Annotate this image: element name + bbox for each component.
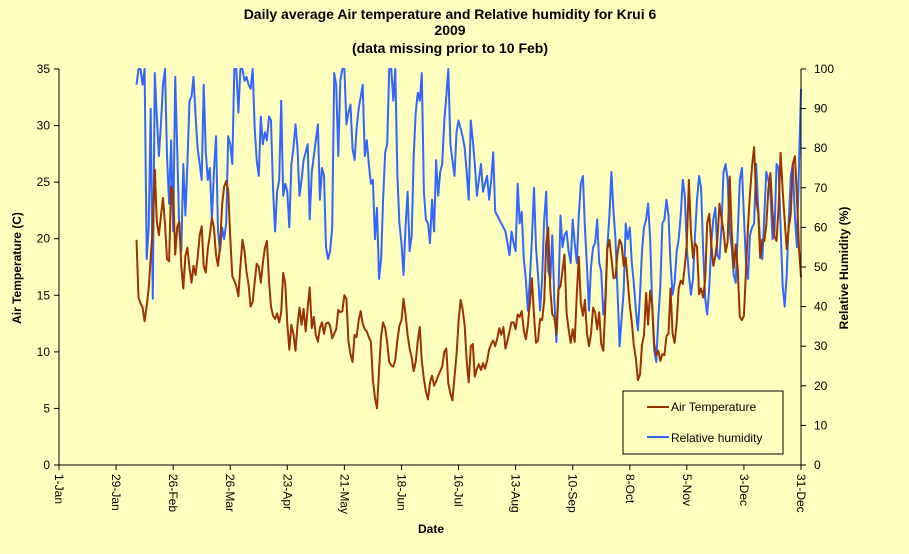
y-left-tick-label: 25 bbox=[37, 175, 51, 189]
x-tick-label: 5-Nov bbox=[680, 474, 694, 506]
chart-title-line-2: 2009 bbox=[434, 22, 465, 38]
legend-label-relative-humidity: Relative humidity bbox=[671, 431, 762, 445]
series-lines bbox=[135, 68, 802, 410]
chart-title-line-1: Daily average Air temperature and Relati… bbox=[244, 6, 657, 22]
y-right-tick-label: 50 bbox=[814, 260, 828, 274]
legend: Air Temperature Relative humidity bbox=[622, 390, 784, 455]
y-left-tick-label: 15 bbox=[37, 288, 51, 302]
y-right-tick-label: 0 bbox=[814, 458, 821, 472]
x-tick-label: 3-Dec bbox=[737, 474, 751, 506]
y-right-tick-label: 70 bbox=[814, 181, 828, 195]
y-axis-right-title: Relative Humidity (%) bbox=[837, 207, 851, 330]
x-tick-label: 13-Aug bbox=[509, 474, 523, 513]
x-tick-label: 26-Feb bbox=[166, 474, 180, 512]
x-tick-label: 18-Jun bbox=[394, 474, 408, 511]
y-left-tick-label: 5 bbox=[43, 401, 50, 415]
chart-title-line-3: (data missing prior to 10 Feb) bbox=[352, 40, 548, 56]
legend-label-air-temperature: Air Temperature bbox=[671, 400, 756, 414]
y-right-tick-label: 80 bbox=[814, 141, 828, 155]
y-left-tick-label: 35 bbox=[37, 62, 51, 76]
x-tick-label: 21-May bbox=[337, 474, 351, 514]
y-left-tick-label: 10 bbox=[37, 345, 51, 359]
y-right-tick-label: 10 bbox=[814, 418, 828, 432]
legend-box bbox=[622, 390, 784, 455]
y-left-tick-label: 0 bbox=[43, 458, 50, 472]
x-tick-label: 29-Jan bbox=[109, 474, 123, 511]
y-right-tick-label: 30 bbox=[814, 339, 828, 353]
x-tick-label: 1-Jan bbox=[52, 474, 66, 504]
x-axis-title: Date bbox=[418, 522, 444, 536]
x-tick-label: 8-Oct bbox=[623, 474, 637, 504]
axes: 0 5 10 15 20 25 30 35 0 10 20 30 40 50 60 70 80 90 100 1-Ja… bbox=[37, 62, 835, 514]
y-right-tick-label: 20 bbox=[814, 379, 828, 393]
y-left-tick-label: 30 bbox=[37, 119, 51, 133]
y-left-tick-label: 20 bbox=[37, 232, 51, 246]
x-tick-label: 26-Mar bbox=[223, 474, 237, 512]
y-right-tick-label: 40 bbox=[814, 300, 828, 314]
y-right-tick-label: 60 bbox=[814, 220, 828, 234]
x-tick-label: 23-Apr bbox=[280, 474, 294, 510]
series-line-relative-humidity bbox=[135, 68, 802, 363]
series-line-air-temperature bbox=[135, 146, 802, 410]
x-tick-label: 31-Dec bbox=[794, 474, 808, 513]
x-tick-label: 16-Jul bbox=[452, 474, 466, 507]
x-tick-label: 10-Sep bbox=[566, 474, 580, 513]
y-right-tick-label: 100 bbox=[814, 62, 834, 76]
y-axis-left-title: Air Temperature (C) bbox=[10, 212, 24, 324]
y-right-tick-label: 90 bbox=[814, 102, 828, 116]
